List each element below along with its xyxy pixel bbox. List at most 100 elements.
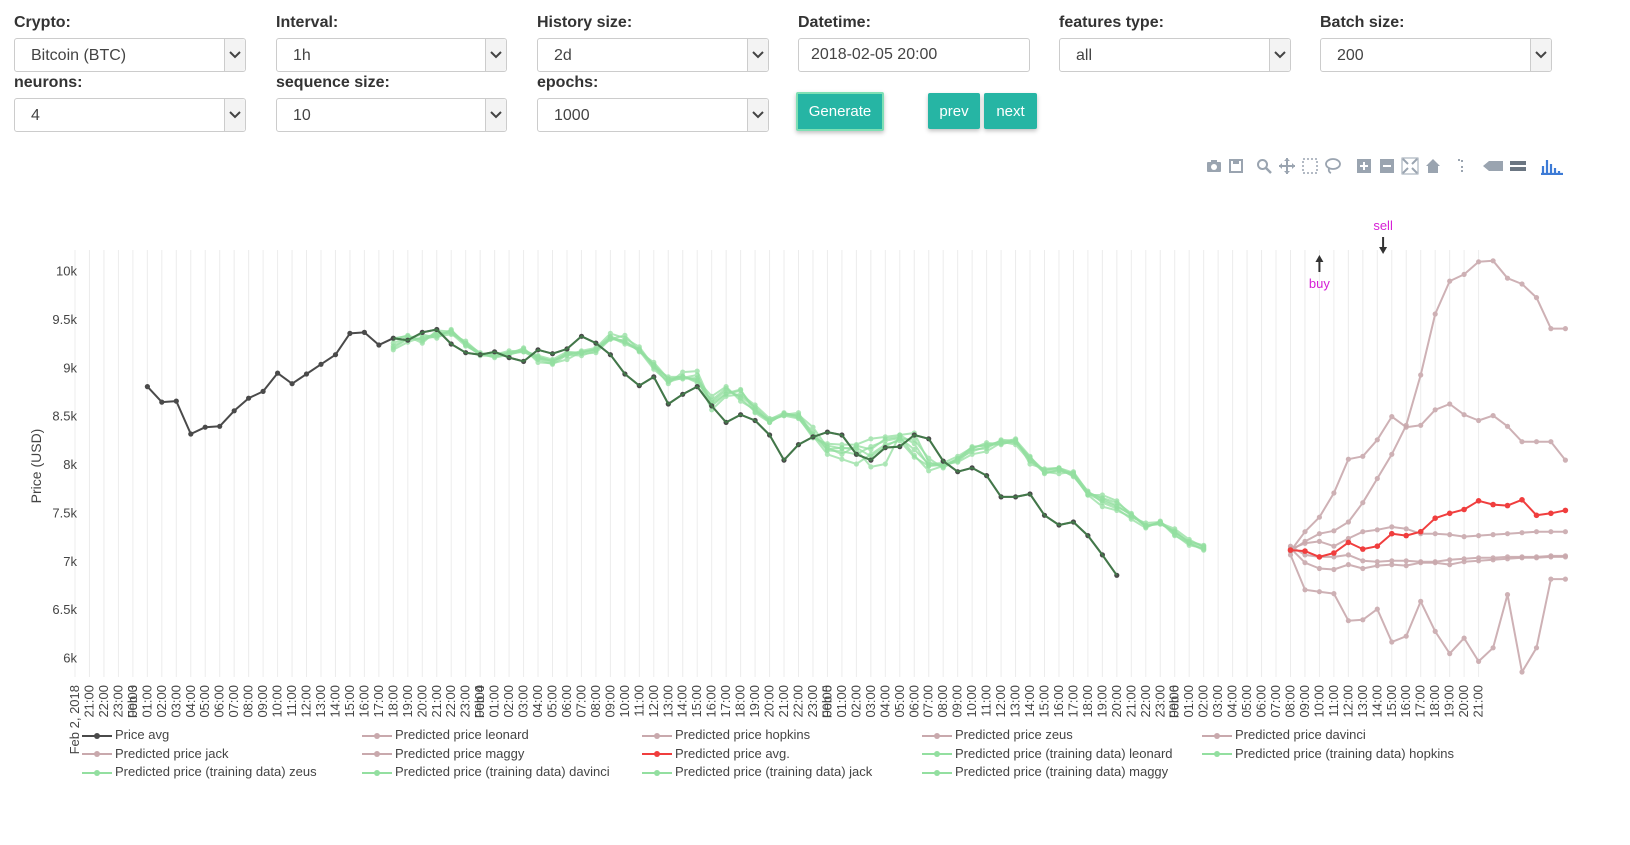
y-tick-label: 7k	[63, 554, 77, 569]
chart-grid	[74, 250, 1480, 677]
predicted-price-training-data-maggy-point	[868, 453, 874, 459]
legend-item-price-avg[interactable]: Price avg	[82, 727, 169, 743]
x-tick-label: Feb 2, 2018	[67, 685, 82, 754]
datetime-input[interactable]	[798, 38, 1030, 72]
legend-item-predicted-price-training-data-hopkins[interactable]: Predicted price (training data) hopkins	[1202, 746, 1454, 762]
x-tick-label: 17:00	[718, 685, 733, 718]
autoscale-icon[interactable]	[1401, 157, 1419, 175]
legend-label: Predicted price (training data) zeus	[115, 764, 317, 779]
plotly-logo-icon[interactable]	[1540, 157, 1564, 175]
predicted-price-training-data-hopkins-point	[680, 369, 686, 375]
generate-button[interactable]: Generate	[796, 92, 884, 131]
history-size-select[interactable]: 2d	[537, 38, 769, 72]
legend-item-predicted-price-davinci[interactable]: Predicted price davinci	[1202, 727, 1366, 743]
predicted-price-davinci-point	[1418, 560, 1424, 566]
predicted-price-maggy-point	[1345, 618, 1351, 624]
box-select-icon[interactable]	[1301, 157, 1319, 175]
x-tick-label: 03:00	[516, 685, 531, 718]
x-tick-label: 10:00	[1311, 685, 1326, 718]
x-tick-label: 10:00	[270, 685, 285, 718]
interval-select[interactable]: 1h	[276, 38, 507, 72]
predicted-price-davinci-point	[1533, 555, 1540, 561]
predicted-price-hopkins-point	[1331, 554, 1337, 560]
neurons-select[interactable]: 4	[14, 98, 246, 132]
x-tick-label: 23:00	[1152, 685, 1167, 718]
legend-item-predicted-price-zeus[interactable]: Predicted price zeus	[922, 727, 1073, 743]
predicted-price-avg-point	[1533, 512, 1540, 519]
predicted-price-davinci-point	[1519, 555, 1525, 561]
predicted-price-training-data-maggy-point	[1128, 510, 1134, 516]
x-tick-label: 06:00	[212, 685, 227, 718]
predicted-price-leonard-point	[1447, 532, 1453, 538]
predicted-price-training-data-maggy-point	[940, 465, 946, 471]
lasso-icon[interactable]	[1324, 157, 1342, 175]
legend-swatch	[82, 769, 112, 776]
y-tick-label: 8k	[63, 457, 77, 472]
legend-item-predicted-price-jack[interactable]: Predicted price jack	[82, 746, 228, 762]
predicted-price-jack-point	[1447, 278, 1453, 284]
epochs-select[interactable]: 1000	[537, 98, 769, 132]
legend-item-predicted-price-hopkins[interactable]: Predicted price hopkins	[642, 727, 810, 743]
predicted-price-training-data-maggy-point	[1027, 454, 1033, 460]
predicted-price-training-data-maggy-point	[1013, 439, 1019, 445]
predicted-price-training-data-maggy-point	[738, 387, 744, 394]
x-tick-label: 04:00	[183, 685, 198, 718]
predicted-price-zeus-point	[1432, 407, 1438, 413]
predicted-price-avg-point	[1490, 501, 1496, 508]
predicted-price-training-data-jack-point	[911, 446, 917, 453]
spike-lines-icon[interactable]	[1453, 157, 1471, 175]
zoom-out-icon[interactable]	[1378, 157, 1396, 175]
crypto-select[interactable]: Bitcoin (BTC)	[14, 38, 246, 72]
predicted-price-training-data-maggy-point	[463, 341, 469, 347]
x-tick-label: 22:00	[96, 685, 111, 718]
home-icon[interactable]	[1424, 157, 1442, 175]
predicted-price-training-data-jack-point	[694, 380, 700, 386]
x-tick-label: 05:00	[1239, 685, 1254, 718]
zoom-in-icon[interactable]	[1355, 157, 1373, 175]
camera-icon[interactable]	[1205, 157, 1223, 175]
prev-button[interactable]: prev	[928, 93, 980, 129]
legend-item-predicted-price-maggy[interactable]: Predicted price maggy	[362, 746, 524, 762]
legend-item-predicted-price-leonard[interactable]: Predicted price leonard	[362, 727, 529, 743]
save-icon[interactable]	[1227, 157, 1245, 175]
hover-closest-icon[interactable]	[1481, 157, 1505, 175]
sequence-size-select[interactable]: 10	[276, 98, 507, 132]
x-tick-label: 07:00	[921, 685, 936, 718]
x-tick-label: 21:00	[776, 685, 791, 718]
predicted-price-training-data-maggy-point	[984, 443, 990, 449]
features-type-select[interactable]: all	[1059, 38, 1291, 72]
batch-size-select[interactable]: 200	[1320, 38, 1552, 72]
predicted-price-davinci-point	[1432, 560, 1438, 566]
legend-swatch	[922, 732, 952, 739]
predicted-price-zeus-point	[1360, 453, 1366, 459]
predicted-price-training-data-jack-point	[419, 338, 425, 344]
predicted-price-zeus-point	[1476, 417, 1482, 424]
x-tick-label: 13:00	[660, 685, 675, 718]
predicted-price-training-data-zeus-point	[969, 451, 975, 457]
legend-item-predicted-price-training-data-jack[interactable]: Predicted price (training data) jack	[642, 764, 872, 780]
legend-item-predicted-price-avg[interactable]: Predicted price avg.	[642, 746, 790, 762]
training-series-group	[390, 326, 1207, 553]
zoom-icon[interactable]	[1255, 157, 1273, 175]
datetime-label: Datetime:	[798, 14, 871, 31]
legend-item-predicted-price-training-data-maggy[interactable]: Predicted price (training data) maggy	[922, 764, 1168, 780]
predicted-price-davinci-point	[1316, 565, 1322, 572]
next-button[interactable]: next	[984, 93, 1037, 129]
pan-icon[interactable]	[1278, 157, 1296, 175]
predicted-price-training-data-jack-point	[405, 332, 411, 338]
price-avg-point	[289, 381, 295, 387]
predicted-price-maggy-point	[1374, 606, 1380, 612]
legend-label: Predicted price leonard	[395, 727, 529, 742]
legend-item-predicted-price-training-data-leonard[interactable]: Predicted price (training data) leonard	[922, 746, 1173, 762]
predicted-price-davinci-point	[1302, 560, 1308, 566]
predicted-price-training-data-davinci-point	[1128, 516, 1134, 522]
legend-item-predicted-price-training-data-zeus[interactable]: Predicted price (training data) zeus	[82, 764, 317, 780]
predicted-price-training-data-maggy-point	[1186, 538, 1192, 545]
predicted-price-training-data-maggy-point	[839, 445, 845, 452]
predicted-price-jack-point	[1562, 326, 1568, 332]
predicted-price-leonard-point	[1360, 529, 1366, 535]
x-tick-label: 04:00	[877, 685, 892, 718]
hover-compare-icon[interactable]	[1509, 157, 1527, 175]
legend-item-predicted-price-training-data-davinci[interactable]: Predicted price (training data) davinci	[362, 764, 610, 780]
